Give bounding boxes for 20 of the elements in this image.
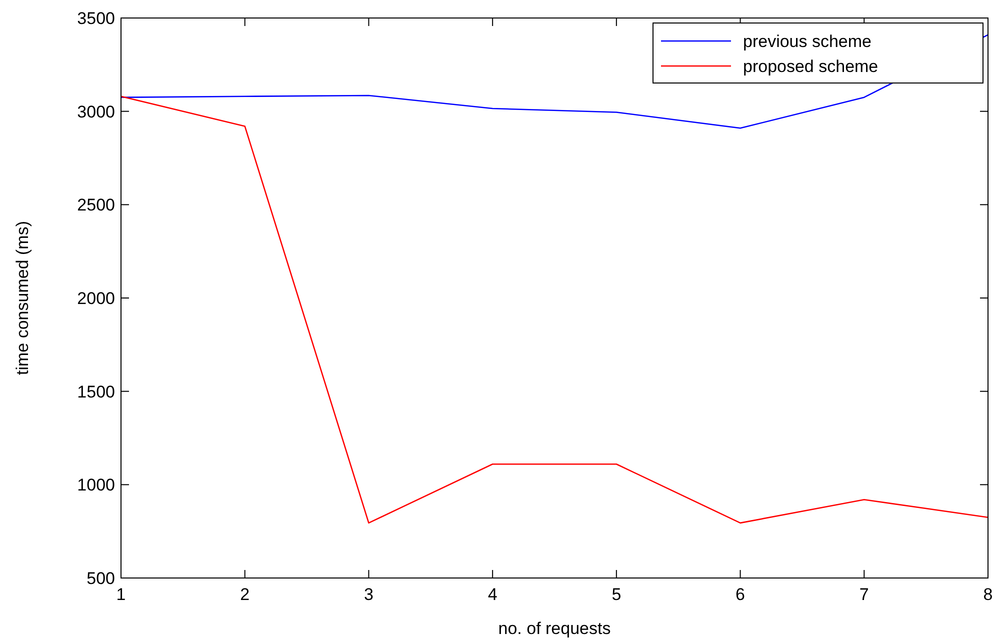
x-tick-label: 6 bbox=[736, 585, 746, 604]
x-axis-title: no. of requests bbox=[498, 619, 611, 638]
x-tick-label: 7 bbox=[859, 585, 869, 604]
y-tick-label: 1000 bbox=[77, 476, 115, 495]
x-tick-label: 8 bbox=[983, 585, 993, 604]
y-tick-label: 3500 bbox=[77, 9, 115, 28]
y-tick-label: 2000 bbox=[77, 289, 115, 308]
legend-label: proposed scheme bbox=[743, 57, 878, 76]
y-tick-label: 1500 bbox=[77, 382, 115, 402]
x-tick-label: 1 bbox=[116, 585, 126, 604]
y-axis-title: time consumed (ms) bbox=[13, 221, 32, 375]
x-tick-label: 2 bbox=[240, 585, 250, 604]
y-tick-label: 500 bbox=[86, 569, 115, 588]
x-tick-label: 3 bbox=[364, 585, 374, 604]
y-tick-label: 2500 bbox=[77, 196, 115, 215]
x-tick-label: 4 bbox=[488, 585, 498, 604]
legend-label: previous scheme bbox=[743, 32, 872, 51]
y-tick-label: 3000 bbox=[77, 102, 115, 122]
x-tick-label: 5 bbox=[612, 585, 622, 604]
line-series bbox=[120, 96, 989, 524]
